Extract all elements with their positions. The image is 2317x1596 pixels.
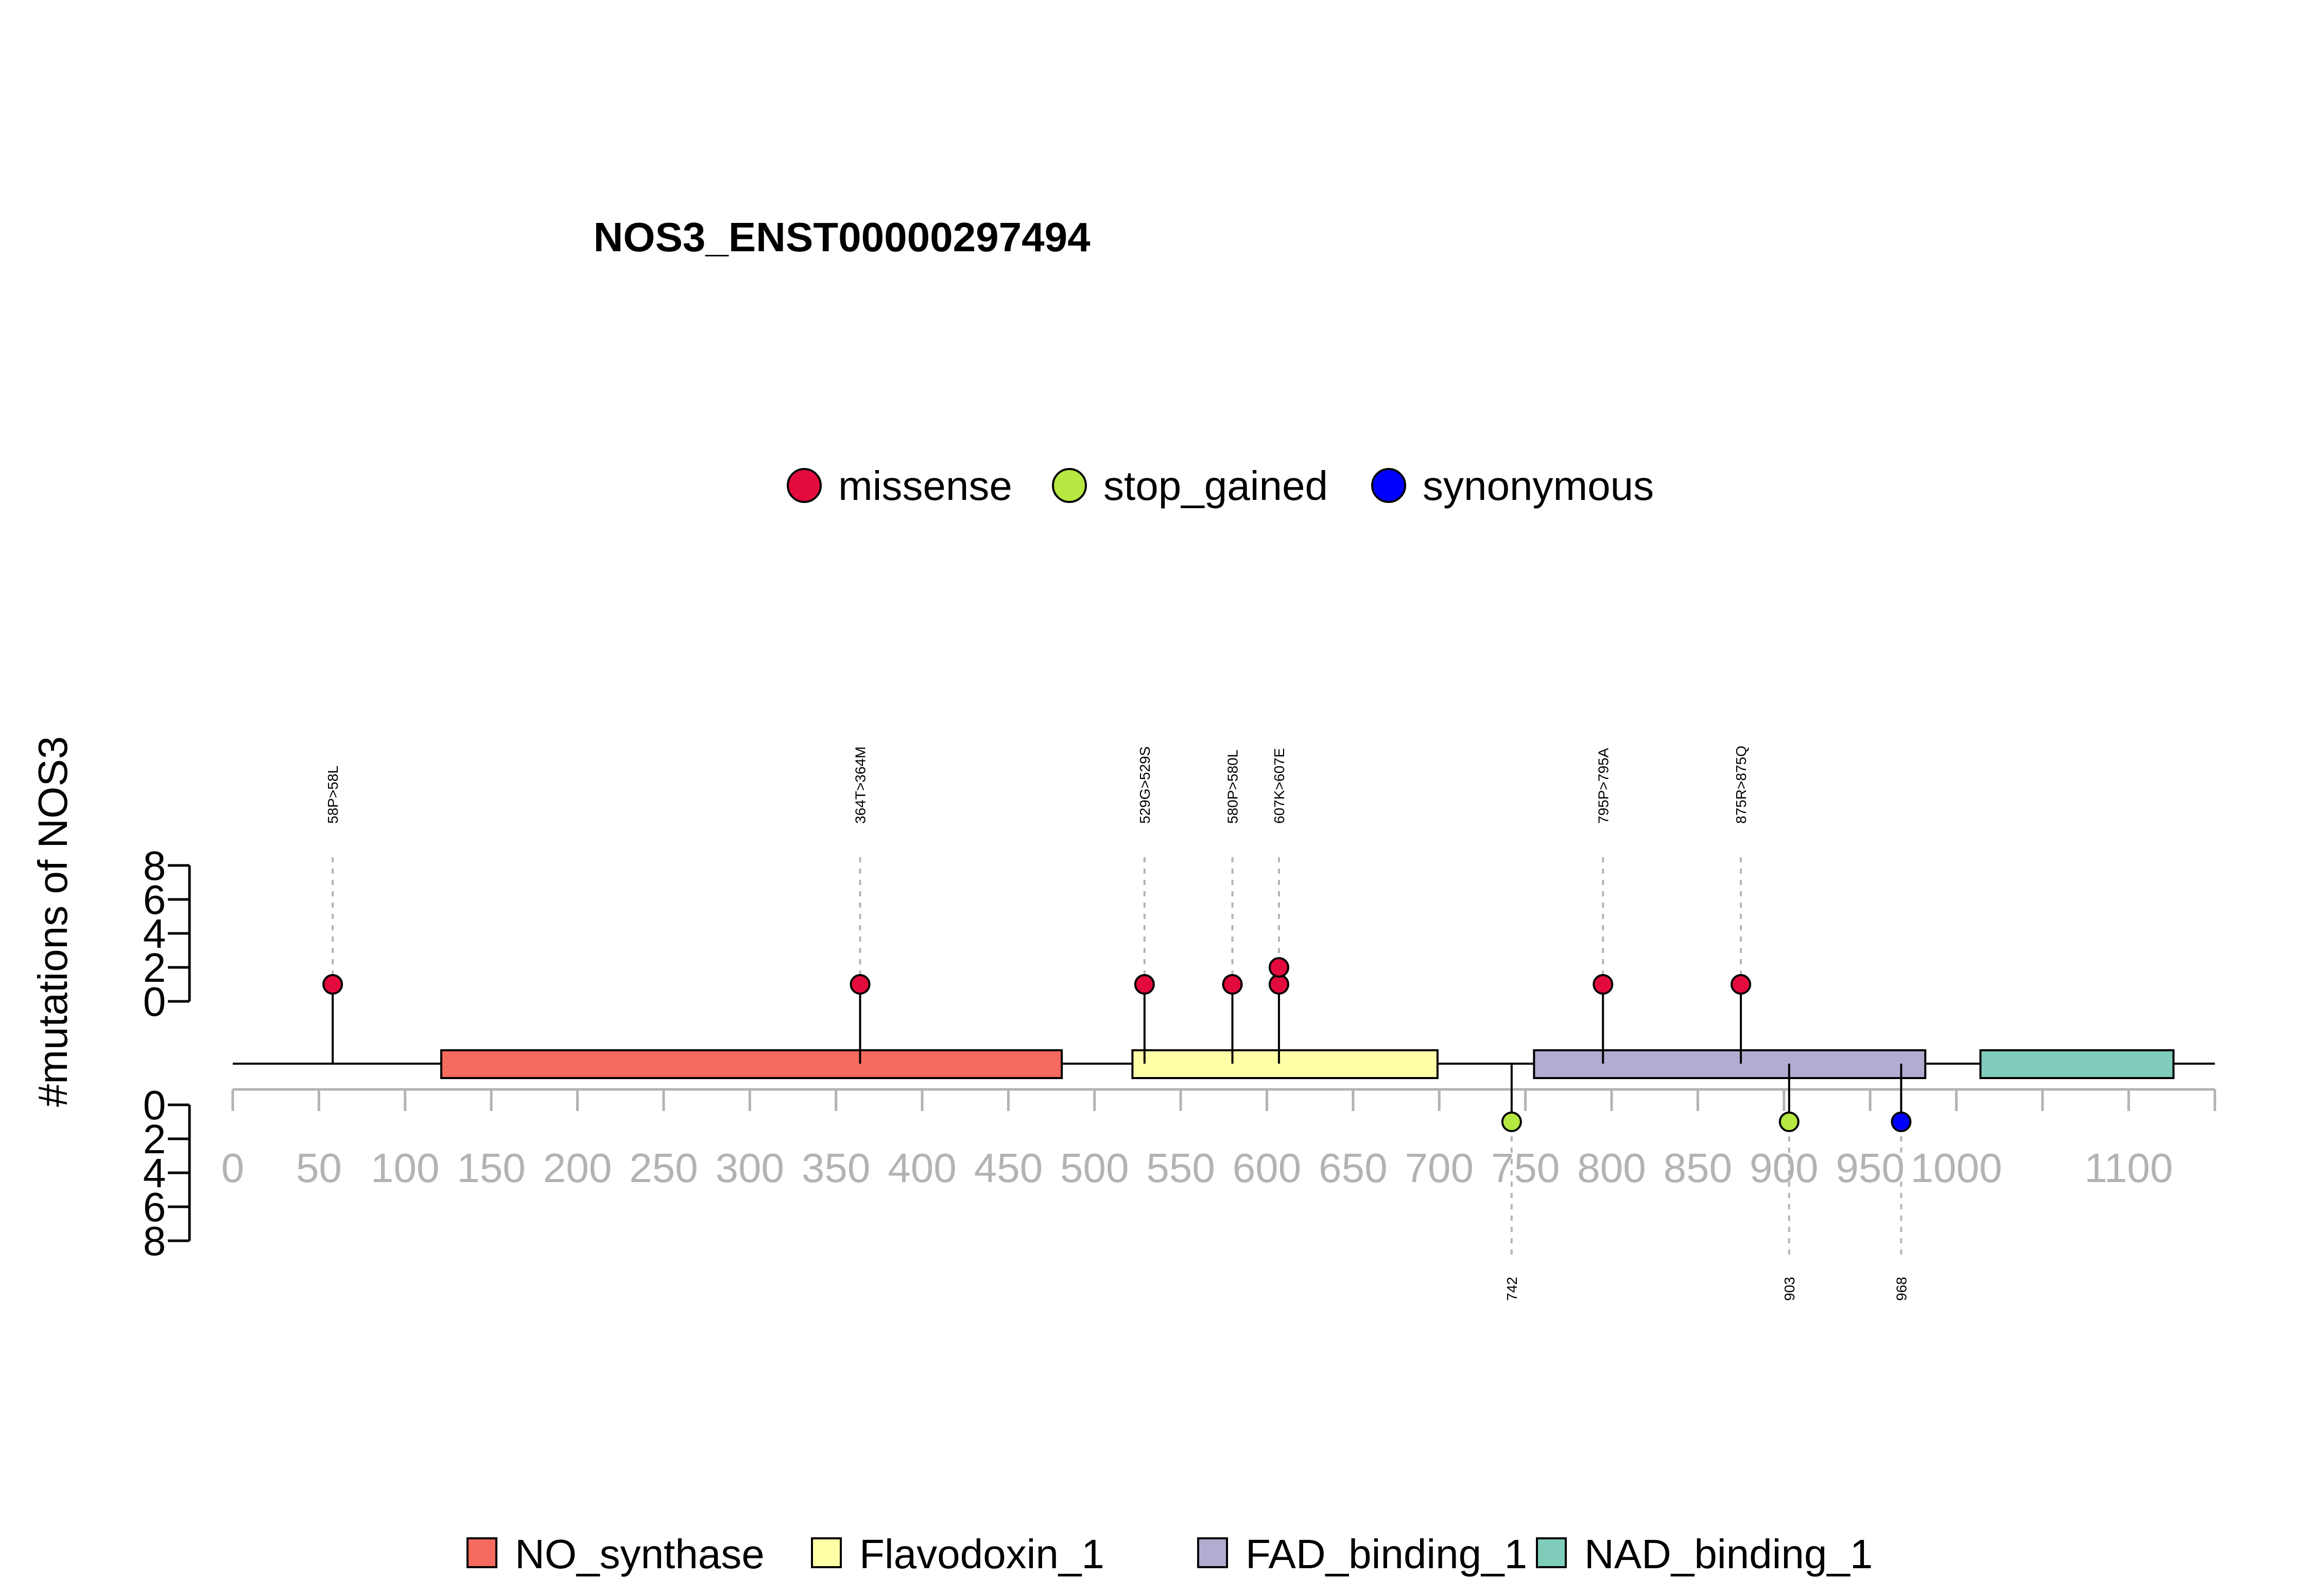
legend-label-FAD_binding_1: FAD_binding_1 [1246, 1531, 1527, 1577]
domain-layer [440, 1049, 2175, 1079]
mutation-point-903 [1778, 1112, 1800, 1132]
x-tick-label-1100: 1100 [2084, 1145, 2173, 1191]
y-axis-label: #mutations of NOS3 [30, 736, 76, 1107]
legend-marker-missense [787, 468, 822, 503]
axes: 0 50 100 150 200 250 300 350 400 450 500 550 600 650 7… [143, 843, 2217, 1264]
mutation-label-580: 580P>580L [1225, 750, 1241, 824]
legend-item-stop_gained: stop_gained [1052, 463, 1328, 509]
mutation-label-58: 58P>58L [325, 766, 341, 824]
legend-label-NAD_binding_1: NAD_binding_1 [1584, 1531, 1873, 1577]
mutation-label-607: 607K>607E [1271, 748, 1287, 824]
domain-Flavodoxin_1 [1131, 1049, 1439, 1079]
legend-swatch-FAD_binding_1 [1197, 1537, 1228, 1568]
mutation-label-968: 968 [1893, 1277, 1909, 1301]
x-tick-label-50: 50 [296, 1145, 342, 1191]
x-tick-label-300: 300 [716, 1145, 784, 1191]
legend-marker-synonymous [1371, 468, 1406, 503]
legend-swatch-NAD_binding_1 [1536, 1537, 1567, 1568]
domain-FAD_binding_1 [1533, 1049, 1927, 1079]
mutation-point-795 [1593, 974, 1614, 995]
mutation-point-529 [1134, 974, 1155, 995]
mutation-layer: 58P>58L 364T>364M 529G>529S 580P>580L 607K>6… [322, 745, 1912, 1301]
y-tick-label-top-8: 8 [143, 843, 166, 889]
legend-label-NO_synthase: NO_synthase [515, 1531, 765, 1577]
legend-label-missense: missense [838, 463, 1012, 509]
domain-legend: NO_synthase Flavodoxin_1 FAD_binding_1 NAD_… [466, 1531, 1873, 1577]
legend-label-synonymous: synonymous [1423, 463, 1654, 509]
legend-label-stop_gained: stop_gained [1103, 463, 1328, 509]
legend-item-NO_synthase: NO_synthase [466, 1531, 765, 1577]
mutation-point-364 [850, 974, 871, 995]
y-tick-label-top-2: 2 [143, 945, 166, 991]
legend-item-Flavodoxin_1: Flavodoxin_1 [811, 1531, 1104, 1577]
x-tick-label-100: 100 [371, 1145, 439, 1191]
x-tick-label-150: 150 [457, 1145, 525, 1191]
y-tick-label-bottom-6: 6 [143, 1184, 166, 1230]
mutation-label-529: 529G>529S [1137, 747, 1153, 824]
x-tick-label-600: 600 [1233, 1145, 1301, 1191]
y-tick-label-top-6: 6 [143, 877, 166, 923]
x-tick-label-650: 650 [1319, 1145, 1387, 1191]
legend-swatch-NO_synthase [466, 1537, 497, 1568]
mutation-type-legend: missense stop_gained synonymous [787, 463, 1654, 509]
mutation-label-364: 364T>364M [852, 747, 868, 824]
legend-item-synonymous: synonymous [1371, 463, 1654, 509]
mutation-point-580 [1222, 974, 1243, 995]
mutation-label-795: 795P>795A [1595, 748, 1611, 824]
y-tick-label-bottom-4: 4 [143, 1150, 166, 1196]
legend-marker-stop_gained [1052, 468, 1087, 503]
x-tick-label-550: 550 [1146, 1145, 1215, 1191]
x-tick-label-200: 200 [543, 1145, 612, 1191]
mutation-label-903: 903 [1782, 1277, 1797, 1301]
x-tick-label-500: 500 [1060, 1145, 1129, 1191]
y-tick-label-bottom-2: 2 [143, 1116, 166, 1162]
mutation-point-58 [322, 974, 343, 995]
mutation-point-968 [1891, 1112, 1912, 1132]
chart-title: NOS3_ENST00000297494 [593, 214, 1091, 260]
domain-NAD_binding_1 [1979, 1049, 2175, 1079]
mutation-label-875: 875R>875Q [1733, 745, 1749, 824]
y-tick-label-top-4: 4 [143, 911, 166, 957]
mutation-point-742 [1501, 1112, 1522, 1132]
legend-item-FAD_binding_1: FAD_binding_1 [1197, 1531, 1527, 1577]
x-tick-label-250: 250 [629, 1145, 698, 1191]
x-tick-label-950: 950 [1836, 1145, 1904, 1191]
x-tick-label-750: 750 [1491, 1145, 1560, 1191]
x-tick-label-0: 0 [221, 1145, 245, 1191]
x-tick-label-900: 900 [1750, 1145, 1818, 1191]
x-tick-label-350: 350 [802, 1145, 870, 1191]
legend-label-Flavodoxin_1: Flavodoxin_1 [859, 1531, 1104, 1577]
y-tick-label-top-0: 0 [143, 979, 166, 1025]
legend-item-NAD_binding_1: NAD_binding_1 [1536, 1531, 1873, 1577]
mutation-label-742: 742 [1504, 1277, 1520, 1301]
x-tick-label-800: 800 [1577, 1145, 1646, 1191]
x-tick-label-1000: 1000 [1911, 1145, 2002, 1191]
mutation-point-875 [1731, 974, 1752, 995]
domain-NO_synthase [440, 1049, 1063, 1079]
x-tick-label-400: 400 [888, 1145, 956, 1191]
legend-swatch-Flavodoxin_1 [811, 1537, 842, 1568]
mutation-point-607-1 [1268, 974, 1289, 995]
x-tick-label-450: 450 [974, 1145, 1043, 1191]
x-tick-label-850: 850 [1664, 1145, 1732, 1191]
legend-item-missense: missense [787, 463, 1012, 509]
y-tick-label-bottom-8: 8 [143, 1218, 166, 1264]
y-tick-label-bottom-0: 0 [143, 1082, 166, 1128]
mutation-point-607-2 [1268, 957, 1289, 978]
x-tick-label-700: 700 [1405, 1145, 1474, 1191]
